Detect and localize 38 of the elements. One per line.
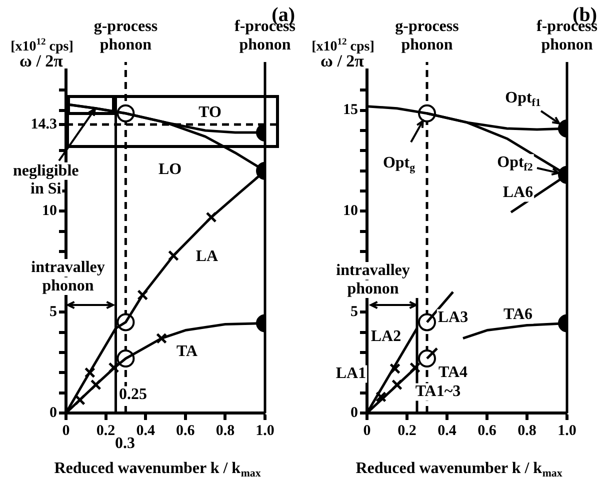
annotation: TA	[176, 343, 198, 360]
y-tick-label: 10	[42, 203, 57, 220]
y-tick-label: 14.3	[30, 116, 57, 132]
x-tick-label: 0.8	[216, 422, 235, 439]
x-tick-label: 1.0	[558, 422, 576, 439]
x-tick-label: 0	[363, 422, 371, 439]
y-tick-label: 0	[50, 404, 57, 421]
y-tick-label: 5	[50, 304, 57, 320]
x-tick-label: 0	[62, 422, 70, 439]
annotation: LA3	[438, 309, 468, 326]
annotation: LO	[158, 161, 182, 178]
y-tick-label: 15	[343, 102, 358, 118]
annotation: LA	[196, 248, 219, 266]
x-tick-label: 0.2	[96, 422, 116, 439]
annotation: 0.25	[119, 386, 147, 404]
annotation: TA4	[438, 364, 468, 382]
annotation: TA6	[503, 306, 533, 324]
annotation: negligible in Si	[12, 162, 79, 198]
annotation: intravalley phonon	[336, 262, 410, 298]
text: 0.3	[115, 435, 135, 452]
annotation: LA6	[502, 184, 534, 202]
y-tick-label: 10	[343, 203, 358, 220]
x-tick-label: 0.4	[136, 422, 156, 439]
ref-line-label: g-process phonon	[94, 18, 158, 54]
x-tick-label: 1.0	[256, 422, 274, 439]
x-tick-label: 0.2	[398, 422, 416, 439]
y-tick-label: 0	[350, 404, 358, 421]
y-tick-label: 5	[350, 304, 358, 320]
x-tick-label: 0.6	[478, 422, 497, 439]
x-tick-label: 0.8	[518, 422, 536, 439]
annotation: LA2	[370, 328, 402, 346]
x-tick-label: 0.6	[176, 422, 196, 439]
annotation: TA1~3	[415, 383, 461, 400]
annotation: intravalley phonon	[31, 258, 105, 294]
x-tick-label: 0.4	[438, 422, 457, 439]
text: LA1	[336, 365, 366, 382]
ref-line-label: g-process phonon	[395, 18, 459, 54]
annotation: TO	[198, 104, 222, 122]
